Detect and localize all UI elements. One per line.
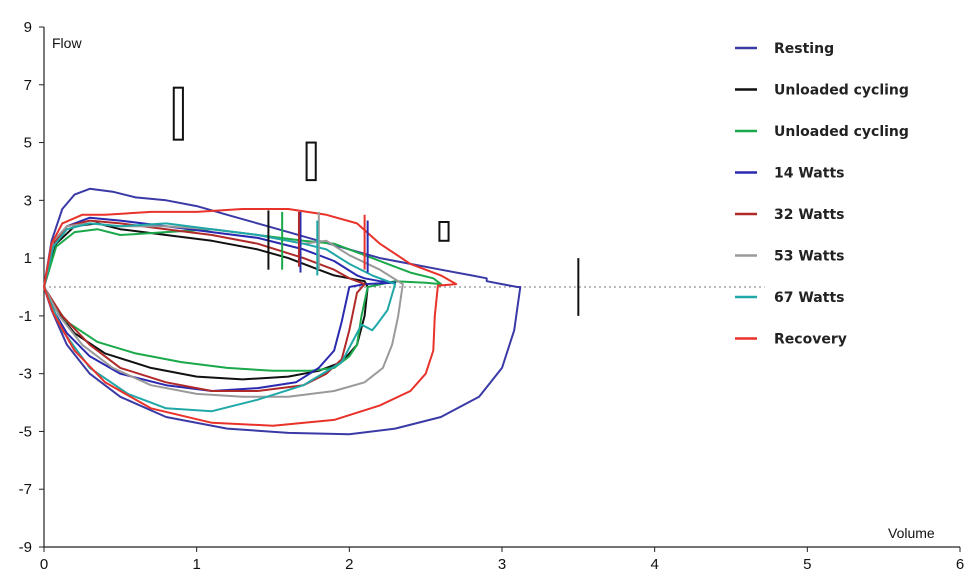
marker-rectangle-2 [438,221,450,242]
x-tick-label: 3 [498,556,506,573]
legend-label-6: 67 Watts [774,290,844,306]
y-axis-label: Flow [52,35,82,51]
y-tick-label: -1 [19,308,32,325]
series-line-2 [43,228,442,372]
series-line-3 [43,216,397,392]
series-line-4 [43,219,366,392]
series-line-0 [43,187,522,436]
y-tick-label: -3 [19,366,32,383]
x-tick-label: 5 [803,556,811,573]
legend: Resting Unloaded cycling Unloaded cycling 1… [735,41,909,348]
y-tick-label: 5 [24,135,32,152]
markers [172,86,580,316]
legend-label-2: Unloaded cycling [774,124,909,140]
legend-label-4: 32 Watts [774,207,844,223]
legend-label-1: Unloaded cycling [774,83,909,99]
x-tick-label: 0 [40,556,48,573]
y-tick-label: 3 [24,192,32,209]
x-tick-label: 2 [345,556,353,573]
y-tick-label: -5 [19,423,32,440]
marker-rectangle-1 [305,141,317,182]
series-line-6 [43,222,397,413]
series-lines [43,187,522,436]
legend-label-7: Recovery [774,332,847,348]
x-tick-label: 1 [192,556,200,573]
tick-labels: 9 7 5 3 1 -1 -3 -5 -7 -9 0 1 2 3 4 5 6 [19,19,965,573]
legend-label-0: Resting [774,41,834,57]
y-tick-label: 1 [24,250,32,267]
y-tick-label: 7 [24,77,32,94]
x-tick-label: 6 [956,556,964,573]
series-line-7 [43,208,458,427]
y-tick-label: 9 [24,19,32,36]
legend-label-3: 14 Watts [774,166,844,182]
x-axis-label: Volume [888,525,935,541]
y-tick-label: -9 [19,539,32,556]
legend-label-5: 53 Watts [774,249,844,265]
y-tick-label: -7 [19,481,32,498]
marker-rectangle-0 [172,86,184,141]
x-tick-label: 4 [650,556,658,573]
